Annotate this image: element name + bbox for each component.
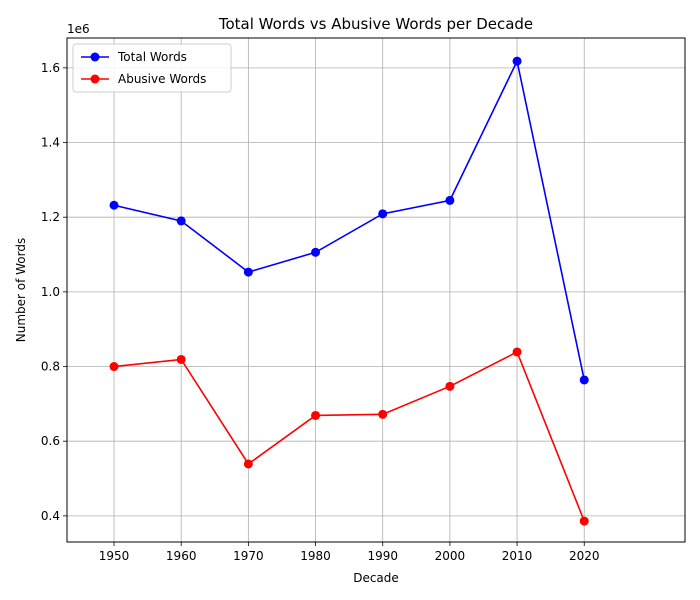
legend-marker: [90, 74, 100, 84]
y-axis-title: Number of Words: [14, 238, 28, 343]
y-offset-label: 1e6: [67, 22, 90, 36]
legend-label: Total Words: [117, 50, 187, 64]
data-point: [243, 459, 253, 469]
legend-entry: Total Words: [81, 50, 187, 64]
y-tick-label: 1.2: [41, 210, 60, 224]
legend-box: [72, 43, 232, 93]
x-tick-label: 2020: [569, 549, 600, 563]
y-tick-label: 0.8: [41, 360, 60, 374]
data-point: [378, 409, 388, 419]
chart-title: Total Words vs Abusive Words per Decade: [218, 15, 533, 33]
data-point: [311, 410, 321, 420]
y-tick-label: 0.4: [41, 509, 60, 523]
ticks-layer: 1950 1960 1970 1980 1990 2000 2010 2020 0.4 0.6 0.…: [41, 61, 600, 563]
data-point: [176, 216, 186, 226]
data-point: [445, 195, 455, 205]
legend-marker: [90, 52, 100, 62]
data-point: [512, 56, 522, 66]
data-point: [512, 347, 522, 357]
data-point: [311, 247, 321, 257]
series-total-words: [109, 56, 589, 385]
data-point: [243, 267, 253, 277]
x-tick-label: 1970: [233, 549, 264, 563]
x-tick-label: 1960: [166, 549, 197, 563]
y-tick-label: 1.0: [41, 285, 60, 299]
grid-layer: [67, 38, 685, 542]
data-point: [579, 375, 589, 385]
x-axis-title: Decade: [353, 571, 399, 585]
data-point: [109, 362, 119, 372]
data-point: [378, 209, 388, 219]
x-tick-label: 2010: [502, 549, 533, 563]
x-tick-label: 1950: [99, 549, 130, 563]
legend: Total Words Abusive Words: [72, 43, 232, 93]
x-tick-label: 2000: [435, 549, 466, 563]
series-abusive-words: [109, 347, 589, 526]
y-tick-label: 1.6: [41, 61, 60, 75]
y-tick-label: 0.6: [41, 434, 60, 448]
plot-frame: [66, 37, 686, 543]
x-tick-label: 1980: [300, 549, 331, 563]
data-point: [579, 516, 589, 526]
legend-label: Abusive Words: [118, 72, 206, 86]
y-tick-label: 1.4: [41, 136, 60, 150]
series-line: [113, 58, 586, 381]
data-point: [176, 354, 186, 364]
data-point: [109, 200, 119, 210]
legend-entry: Abusive Words: [81, 72, 206, 86]
series-layer: [109, 56, 589, 526]
x-tick-label: 1990: [367, 549, 398, 563]
series-line: [113, 350, 585, 522]
data-point: [445, 381, 455, 391]
